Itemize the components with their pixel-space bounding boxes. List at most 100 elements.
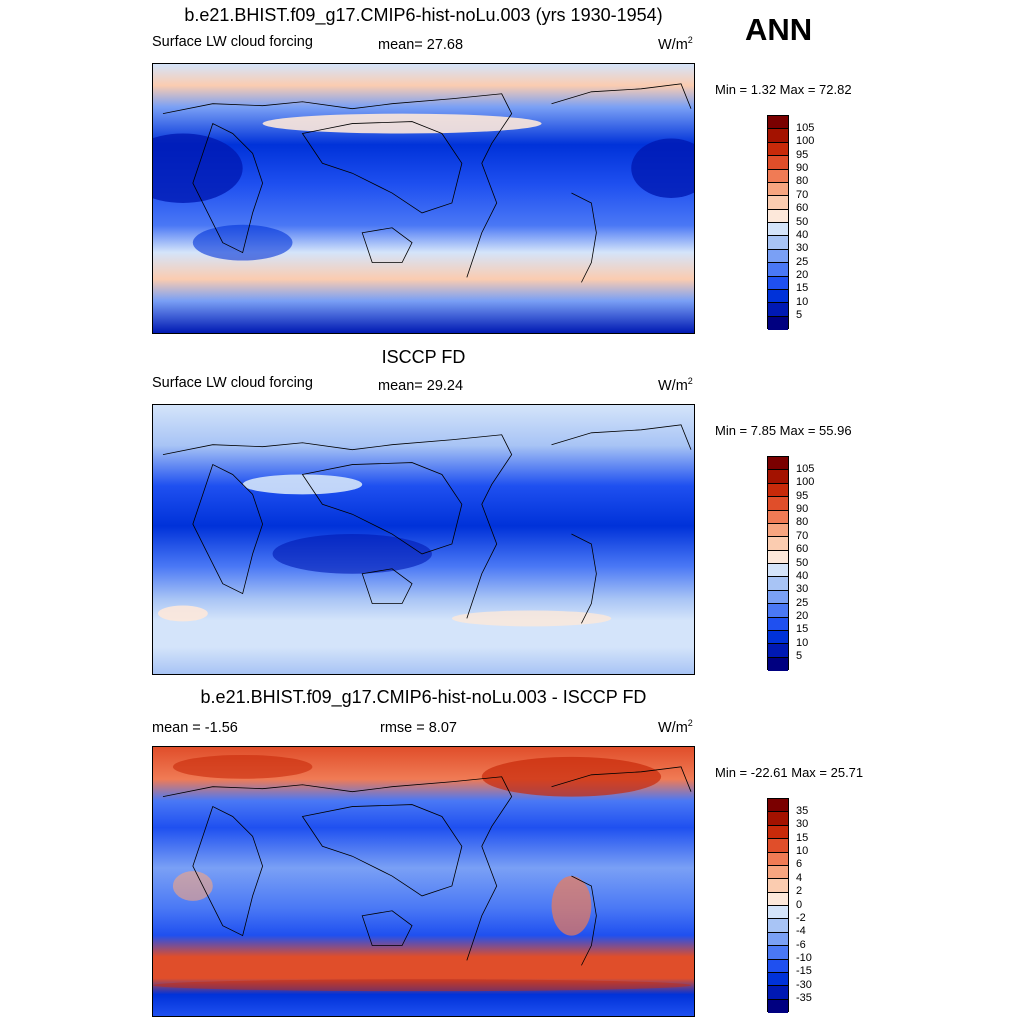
colorbar-box: [768, 196, 788, 210]
panel-1-units: W/m2: [658, 35, 693, 53]
colorbar-box: [768, 169, 788, 183]
colorbar-box: [768, 946, 788, 960]
colorbar-box: [768, 457, 788, 471]
colorbar-tick-label: 70: [796, 188, 809, 201]
colorbar-tick-label: 10: [796, 845, 809, 857]
colorbar-tick-label: 5: [796, 309, 803, 322]
colorbar-tick-label: 30: [796, 818, 809, 831]
colorbar-box: [768, 182, 788, 197]
colorbar-tick-label: 4: [796, 871, 803, 884]
colorbar-tick-label: 35: [796, 804, 809, 817]
colorbar-box: [768, 263, 788, 277]
colorbar-tick-label: 0: [796, 898, 803, 911]
colorbar-box: [768, 959, 788, 973]
colorbar-tick-label: 25: [796, 255, 809, 268]
colorbar-box: [768, 249, 788, 264]
panel-2-colorbar: [767, 456, 789, 671]
colorbar-box: [768, 839, 788, 853]
colorbar-tick-label: 5: [796, 650, 803, 663]
colorbar-tick-label: 60: [796, 202, 809, 215]
panel-3-colorbar: [767, 798, 789, 1013]
panel-3-title: b.e21.BHIST.f09_g17.CMIP6-hist-noLu.003 …: [200, 687, 647, 707]
colorbar-box: [768, 852, 788, 866]
colorbar-box: [768, 986, 788, 1000]
colorbar-tick-label: 15: [796, 282, 809, 295]
colorbar-box: [768, 906, 788, 920]
colorbar-tick-label: 100: [796, 476, 815, 489]
colorbar-box: [768, 470, 788, 484]
panel-2-units: W/m2: [658, 376, 693, 394]
colorbar-box: [768, 999, 788, 1013]
colorbar-tick-label: 20: [796, 269, 809, 281]
panel-2-minmax: Min = 7.85 Max = 55.96: [715, 423, 852, 438]
colorbar-box: [768, 276, 788, 290]
colorbar-box: [768, 116, 788, 130]
colorbar-tick-label: 50: [796, 215, 809, 228]
colorbar-box: [768, 537, 788, 551]
colorbar-tick-label: 90: [796, 503, 809, 515]
colorbar-box: [768, 892, 788, 906]
colorbar-box: [768, 799, 788, 813]
panel-3-mean-label: mean = -1.56: [152, 720, 238, 736]
panel-3-coastlines: [162, 766, 692, 966]
panel-1-title: b.e21.BHIST.f09_g17.CMIP6-hist-noLu.003 …: [184, 5, 663, 25]
colorbar-tick-label: 10: [796, 636, 809, 649]
colorbar-tick-label: 105: [796, 121, 815, 134]
colorbar-tick-label: 30: [796, 242, 809, 255]
panel-1-minmax: Min = 1.32 Max = 72.82: [715, 82, 852, 97]
colorbar-box: [768, 129, 788, 143]
colorbar-tick-label: 80: [796, 516, 809, 529]
colorbar-box: [768, 932, 788, 947]
panel-2-variable-label: Surface LW cloud forcing: [152, 375, 313, 391]
colorbar-box: [768, 657, 788, 671]
colorbar-box: [768, 142, 788, 157]
colorbar-tick-label: 60: [796, 543, 809, 556]
colorbar-box: [768, 617, 788, 631]
colorbar-tick-label: 10: [796, 295, 809, 308]
colorbar-tick-label: -4: [796, 925, 806, 938]
colorbar-tick-label: 2: [796, 885, 803, 898]
panel-2-mean-label: mean= 29.24: [378, 378, 464, 394]
panel-1-variable-label: Surface LW cloud forcing: [152, 34, 313, 50]
colorbar-box: [768, 879, 788, 893]
colorbar-tick-label: 70: [796, 529, 809, 542]
panel-3-minmax: Min = -22.61 Max = 25.71: [715, 765, 864, 780]
panel-2-coastlines: [162, 424, 692, 624]
colorbar-tick-label: 40: [796, 228, 809, 241]
colorbar-tick-label: -2: [796, 911, 806, 924]
colorbar-box: [768, 577, 788, 591]
colorbar-tick-label: 6: [796, 858, 803, 871]
colorbar-box: [768, 316, 788, 330]
colorbar-box: [768, 483, 788, 498]
panel-1-map: [152, 63, 695, 334]
panel-2-map: [152, 404, 695, 675]
colorbar-box: [768, 825, 788, 840]
colorbar-box: [768, 564, 788, 578]
colorbar-tick-label: 95: [796, 489, 809, 502]
colorbar-tick-label: 80: [796, 175, 809, 188]
panel-3-units: W/m2: [658, 718, 693, 736]
colorbar-tick-label: 25: [796, 596, 809, 609]
colorbar-box: [768, 236, 788, 250]
panel-2-title: ISCCP FD: [381, 347, 466, 367]
colorbar-box: [768, 510, 788, 524]
colorbar-box: [768, 497, 788, 511]
colorbar-tick-label: 100: [796, 135, 815, 148]
colorbar-tick-label: -15: [796, 965, 812, 978]
colorbar-box: [768, 156, 788, 170]
colorbar-box: [768, 604, 788, 618]
colorbar-tick-label: 15: [796, 831, 809, 844]
colorbar-tick-label: 95: [796, 148, 809, 161]
panel-3-map: [152, 746, 695, 1017]
colorbar-box: [768, 644, 788, 658]
colorbar-tick-label: 90: [796, 162, 809, 174]
panel-1-colorbar: [767, 115, 789, 330]
colorbar-box: [768, 972, 788, 987]
colorbar-box: [768, 523, 788, 538]
colorbar-box: [768, 630, 788, 645]
colorbar-box: [768, 223, 788, 237]
season-label: ANN: [745, 12, 813, 47]
colorbar-box: [768, 919, 788, 933]
colorbar-tick-label: 30: [796, 583, 809, 596]
colorbar-box: [768, 303, 788, 317]
